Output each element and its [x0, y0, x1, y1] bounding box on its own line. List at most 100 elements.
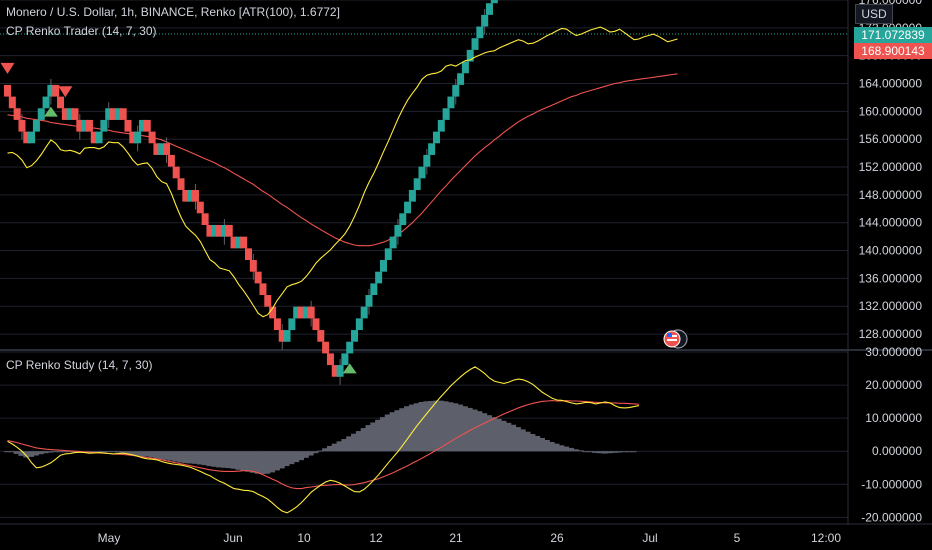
histogram-bar — [606, 451, 613, 454]
histogram-bar — [211, 451, 218, 467]
brick-up — [341, 353, 349, 366]
histogram-bar — [404, 406, 411, 452]
brick-down — [148, 131, 156, 144]
study-indicator-label[interactable]: CP Renko Study (14, 7, 30) — [6, 358, 153, 372]
histogram-bar — [611, 451, 618, 453]
brick-down — [273, 318, 281, 331]
price-tick-label: 164.000000 — [859, 77, 923, 91]
histogram-bar — [505, 422, 512, 452]
histogram-bar — [601, 451, 608, 454]
brick-down — [52, 84, 60, 97]
histogram-bar — [336, 441, 343, 452]
brick-down — [153, 143, 161, 155]
histogram-bar — [567, 447, 574, 452]
time-tick-label: 21 — [449, 531, 463, 545]
study-tick-label: 0.000000 — [872, 444, 922, 458]
brick-up — [283, 330, 291, 342]
brick-down — [245, 248, 252, 261]
brick-down — [177, 178, 185, 190]
brick-down — [129, 131, 137, 144]
histogram-bar — [4, 451, 10, 453]
brick-up — [95, 131, 103, 144]
histogram-bar — [582, 451, 589, 453]
brick-up — [66, 108, 74, 120]
brick-down — [182, 189, 190, 202]
brick-up — [114, 108, 122, 120]
brick-up — [447, 96, 455, 109]
histogram-bar — [95, 451, 102, 453]
brick-down — [269, 306, 277, 319]
histogram-bar — [437, 400, 444, 452]
time-tick-label: May — [98, 531, 121, 545]
histogram-bar — [269, 451, 276, 473]
brick-down — [240, 236, 248, 249]
brick-up — [379, 260, 387, 272]
price-axis[interactable]: 128.000000 132.000000 136.000000 140.000000… — [859, 0, 923, 524]
histogram-bar — [278, 451, 285, 469]
histogram-bar — [264, 451, 271, 474]
histogram-bar — [119, 451, 126, 454]
brick-down — [322, 341, 330, 354]
brick-up — [404, 201, 412, 214]
brick-down — [18, 119, 26, 132]
histogram-bar — [23, 451, 30, 458]
histogram-bar — [134, 451, 141, 457]
price-tick-label: 176.000000 — [859, 0, 923, 7]
histogram-bar — [389, 412, 396, 452]
brick-up — [481, 14, 489, 27]
brick-up — [486, 3, 493, 15]
brick-down — [254, 271, 262, 284]
histogram-bar — [114, 451, 121, 453]
histogram-bar — [596, 451, 603, 454]
brick-up — [211, 224, 219, 237]
histogram-bar — [196, 451, 203, 465]
histogram-bar — [476, 411, 483, 452]
histogram-bar — [625, 451, 632, 453]
histogram-bar — [620, 451, 627, 453]
brick-up — [471, 38, 479, 50]
histogram-bar — [47, 451, 54, 453]
price-tick-label: 148.000000 — [859, 188, 923, 202]
brick-down — [110, 108, 118, 120]
histogram-bar — [418, 401, 425, 452]
brick-down — [143, 119, 151, 132]
histogram-bar — [32, 451, 39, 456]
histogram-bar — [298, 451, 305, 461]
brick-up — [32, 119, 40, 132]
histogram-bar — [394, 410, 401, 452]
histogram-bar — [351, 433, 358, 452]
histogram-bar — [553, 443, 560, 452]
histogram-bar — [100, 451, 107, 453]
slow-ma-line — [7, 73, 678, 247]
histogram-bar — [201, 451, 208, 466]
time-tick-label: 12:00 — [811, 531, 841, 545]
histogram-bar — [129, 451, 136, 456]
brick-up — [428, 143, 436, 155]
study-tick-label: -20.000000 — [861, 510, 922, 524]
currency-button[interactable]: USD — [855, 4, 893, 24]
brick-up — [134, 131, 142, 144]
histogram-bar — [524, 431, 531, 452]
histogram-bar — [153, 451, 160, 459]
brick-up — [42, 96, 50, 109]
histogram-bar — [235, 451, 242, 470]
histogram-bar — [486, 415, 492, 452]
brick-up — [437, 119, 445, 132]
histogram-bar — [379, 417, 386, 452]
grid — [0, 0, 932, 525]
histogram-bar — [187, 451, 194, 464]
brick-up — [394, 224, 402, 237]
brick-down — [8, 96, 16, 109]
histogram-bar — [360, 428, 367, 452]
histogram-bar — [563, 446, 570, 452]
main-indicator-label[interactable]: CP Renko Trader (14, 7, 30) — [6, 24, 157, 38]
histogram-bar — [110, 451, 117, 453]
histogram-bar — [355, 431, 362, 452]
flag-icon[interactable] — [663, 329, 688, 349]
time-axis[interactable]: May Jun 10 12 21 26 Jul 5 12:00 — [98, 531, 842, 545]
brick-up — [413, 178, 421, 190]
histogram-bar — [206, 451, 213, 467]
study-fast-series — [7, 366, 640, 514]
histogram-bar — [230, 451, 237, 469]
